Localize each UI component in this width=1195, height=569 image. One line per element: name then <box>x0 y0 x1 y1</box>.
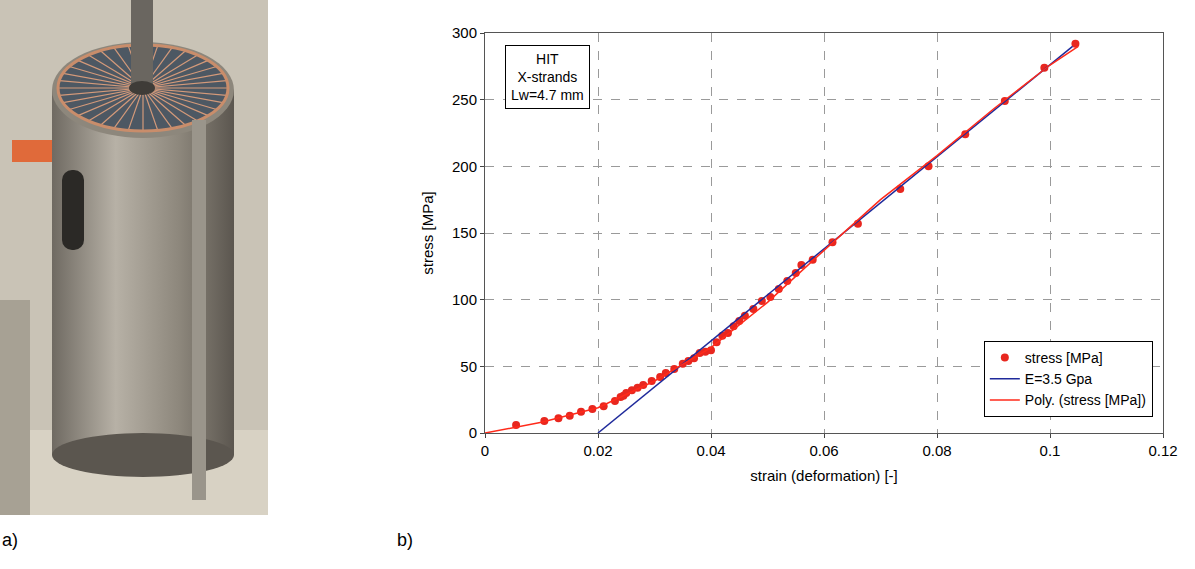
svg-text:0.04: 0.04 <box>696 442 725 459</box>
svg-text:Poly. (stress [MPa]): Poly. (stress [MPa]) <box>1025 392 1146 408</box>
svg-text:250: 250 <box>452 91 477 108</box>
svg-text:HITX-strandsLw=4.7 mm: HITX-strandsLw=4.7 mm <box>511 51 584 103</box>
svg-text:stress [MPa]: stress [MPa] <box>1025 350 1103 366</box>
svg-text:0: 0 <box>481 442 489 459</box>
svg-text:100: 100 <box>452 291 477 308</box>
svg-text:0.08: 0.08 <box>922 442 951 459</box>
svg-text:0.1: 0.1 <box>1040 442 1061 459</box>
svg-text:0.06: 0.06 <box>809 442 838 459</box>
svg-text:E=3.5 Gpa: E=3.5 Gpa <box>1025 371 1093 387</box>
svg-text:150: 150 <box>452 224 477 241</box>
svg-text:200: 200 <box>452 158 477 175</box>
svg-text:0.02: 0.02 <box>583 442 612 459</box>
svg-text:50: 50 <box>460 358 477 375</box>
svg-text:strain (deformation) [-]: strain (deformation) [-] <box>750 467 898 484</box>
svg-text:0: 0 <box>469 424 477 441</box>
html-text:b): b) <box>397 530 413 550</box>
svg-text:300: 300 <box>452 24 477 41</box>
svg-text:0.12: 0.12 <box>1148 442 1177 459</box>
html-text:a): a) <box>2 530 18 550</box>
svg-text:stress [MPa]: stress [MPa] <box>419 191 436 274</box>
